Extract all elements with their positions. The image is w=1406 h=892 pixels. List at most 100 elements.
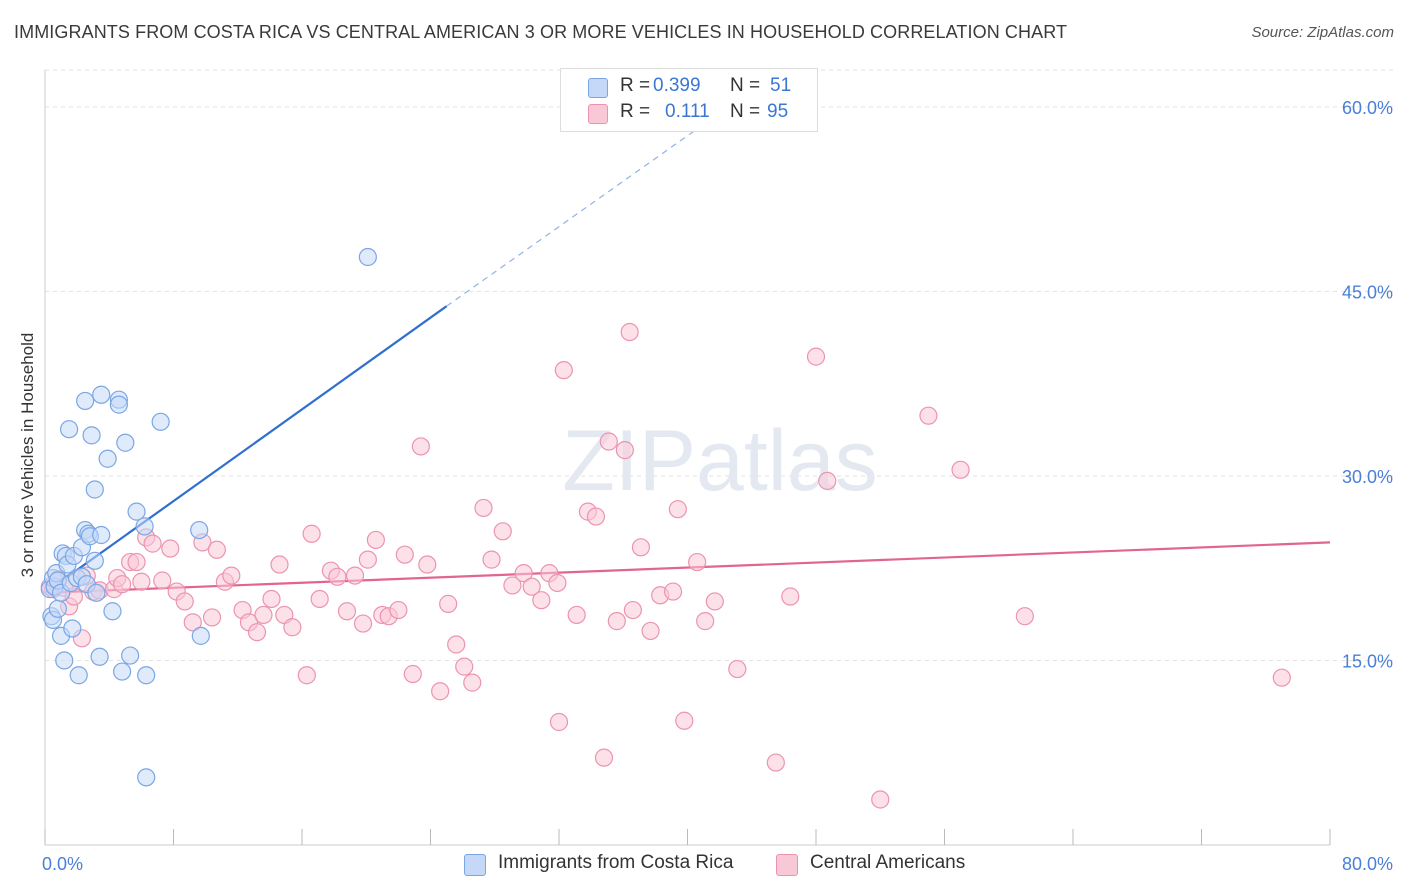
trend-line-costa-rica	[44, 305, 448, 594]
data-point-central-americans	[554, 361, 573, 380]
data-point-central-americans	[620, 322, 639, 342]
data-point-costa-rica	[87, 583, 106, 602]
data-point-central-americans	[161, 539, 180, 558]
data-point-central-americans	[951, 460, 970, 479]
pink-swatch-icon	[588, 104, 608, 124]
data-point-central-americans	[919, 406, 938, 425]
data-point-central-americans	[283, 618, 302, 637]
tick-labels: 15.0% 30.0% 45.0% 60.0% 0.0% 80.0%	[42, 98, 1393, 874]
data-point-central-americans	[439, 594, 458, 613]
data-point-central-americans	[607, 612, 626, 631]
data-point-central-americans	[262, 589, 281, 609]
data-point-central-americans	[623, 600, 642, 620]
data-point-central-americans	[818, 471, 837, 490]
data-point-costa-rica	[191, 626, 210, 645]
data-point-central-americans	[586, 507, 606, 526]
data-point-central-americans	[594, 748, 614, 767]
data-point-central-americans	[615, 441, 634, 460]
data-point-central-americans	[688, 552, 707, 572]
data-point-central-americans	[567, 605, 586, 625]
data-point-central-americans	[127, 552, 146, 572]
data-point-central-americans	[455, 657, 474, 676]
data-point-central-americans	[270, 555, 289, 574]
y-tick-label: 60.0%	[1342, 98, 1393, 118]
data-point-central-americans	[503, 576, 522, 595]
y-tick-label: 30.0%	[1342, 467, 1393, 487]
data-point-central-americans	[599, 432, 618, 451]
data-point-costa-rica	[127, 502, 146, 521]
data-point-central-americans	[447, 635, 466, 654]
data-point-costa-rica	[137, 768, 156, 787]
data-point-costa-rica	[63, 619, 82, 638]
data-point-costa-rica	[59, 420, 79, 439]
data-point-central-americans	[403, 664, 422, 684]
data-point-central-americans	[549, 712, 569, 732]
data-point-costa-rica	[135, 517, 154, 536]
data-point-costa-rica	[103, 602, 122, 621]
data-point-central-americans	[781, 587, 800, 606]
data-point-central-americans	[522, 577, 541, 596]
data-point-central-americans	[358, 550, 377, 569]
data-point-costa-rica	[55, 651, 74, 670]
data-point-central-americans	[548, 573, 567, 593]
data-point-central-americans	[705, 592, 724, 611]
data-point-central-americans	[143, 534, 162, 553]
data-point-central-americans	[411, 437, 430, 456]
data-point-central-americans	[202, 608, 222, 627]
data-point-central-americans	[207, 540, 226, 559]
data-point-costa-rica	[82, 426, 101, 445]
source-label: Source: ZipAtlas.com	[1251, 24, 1394, 41]
data-point-central-americans	[482, 550, 501, 569]
data-point-central-americans	[175, 592, 194, 611]
data-point-central-americans	[806, 347, 826, 366]
data-point-central-americans	[112, 575, 132, 594]
data-point-central-americans	[431, 682, 450, 701]
r-value: 0.111	[665, 101, 710, 122]
data-point-central-americans	[463, 673, 482, 692]
data-point-central-americans	[395, 545, 414, 564]
x-tick-label: 0.0%	[42, 854, 83, 874]
costa-rica-points	[40, 247, 377, 787]
y-tick-label: 45.0%	[1342, 282, 1393, 302]
n-value: 51	[770, 75, 792, 96]
data-point-central-americans	[871, 790, 890, 809]
data-point-central-americans	[532, 591, 551, 610]
n-value: 95	[767, 101, 789, 122]
stats-row-costa-rica: R = 0.399 N = 51	[561, 75, 817, 101]
data-point-central-americans	[418, 555, 437, 574]
data-point-costa-rica	[190, 520, 209, 540]
data-point-central-americans	[766, 753, 785, 772]
data-point-costa-rica	[92, 525, 111, 545]
data-point-central-americans	[337, 602, 357, 621]
data-point-costa-rica	[116, 433, 135, 452]
data-point-costa-rica	[48, 599, 67, 618]
central-americans-points	[40, 322, 1291, 809]
data-point-costa-rica	[109, 395, 128, 414]
data-point-central-americans	[302, 524, 321, 543]
data-point-costa-rica	[137, 666, 156, 685]
data-point-costa-rica	[358, 247, 377, 267]
data-point-central-americans	[222, 566, 241, 585]
data-point-central-americans	[696, 612, 715, 631]
r-value: 0.399	[653, 75, 701, 96]
data-point-central-americans	[153, 571, 172, 590]
trend-line-costa-rica-extension	[446, 112, 720, 307]
chart-title: IMMIGRANTS FROM COSTA RICA VS CENTRAL AM…	[14, 22, 1068, 42]
data-point-central-americans	[675, 711, 694, 730]
watermark: ZIPatlas	[562, 413, 877, 509]
data-point-central-americans	[345, 566, 365, 585]
data-point-costa-rica	[151, 412, 170, 431]
stats-legend-box: R = 0.399 N = 51 R = 0.111 N = 95	[560, 68, 818, 132]
blue-swatch-icon	[588, 78, 608, 98]
data-point-central-americans	[663, 582, 683, 601]
data-point-costa-rica	[112, 662, 132, 681]
data-point-central-americans	[641, 621, 660, 641]
data-point-costa-rica	[121, 646, 140, 665]
data-point-costa-rica	[85, 551, 104, 570]
legend-label: Immigrants from Costa Rica	[498, 852, 734, 873]
n-label: N =	[730, 101, 761, 122]
data-point-costa-rica	[98, 449, 117, 468]
data-point-central-americans	[728, 659, 747, 679]
data-point-costa-rica	[92, 385, 111, 404]
